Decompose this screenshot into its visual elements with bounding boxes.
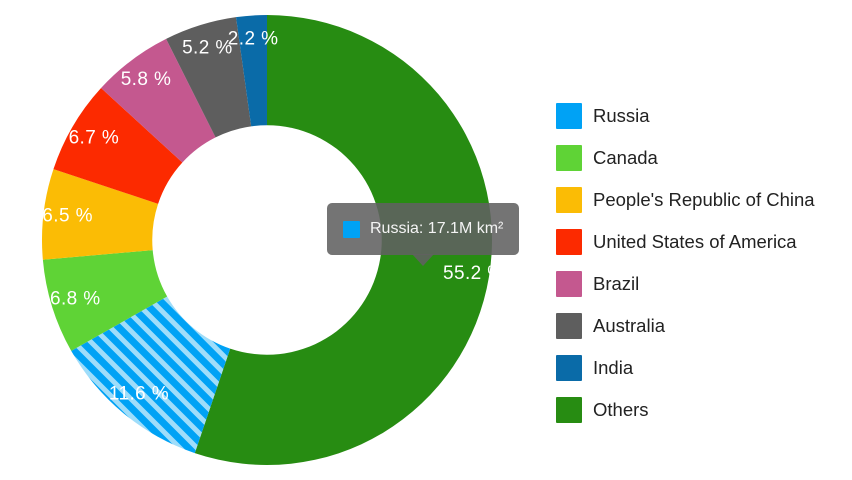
legend-item-label: Others [593,398,649,420]
legend-item-label: United States of America [593,230,797,252]
donut-slice[interactable] [42,169,159,260]
legend-item[interactable]: Brazil [556,263,846,305]
legend-item[interactable]: Canada [556,137,846,179]
legend-swatch-icon [556,229,582,255]
legend-item[interactable]: United States of America [556,221,846,263]
legend-item[interactable]: Others [556,389,846,431]
legend-item-label: Canada [593,146,658,168]
donut-slice[interactable] [101,38,216,163]
legend-swatch-icon [556,355,582,381]
donut-slice-label: 5.8 % [121,69,172,90]
legend-item-label: Brazil [593,272,640,294]
donut-slice[interactable] [166,17,252,138]
donut-slice[interactable] [53,88,183,204]
chart-tooltip: Russia: 17.1M km² [327,203,520,266]
donut-slice-label: 6.5 % [42,206,93,227]
donut-slice-label: 55.2 % [443,263,505,284]
legend-swatch-icon [556,397,582,423]
legend-swatch-icon [556,187,582,213]
legend-swatch-icon [556,145,582,171]
legend-item[interactable]: Australia [556,305,846,347]
donut-chart-plot-area: 55.2 % 11.6 % 6.8 % 6.5 % 6.7 % 5.8 % 5.2 % 2.2… [42,15,504,465]
tooltip-caret [412,254,435,266]
legend-item[interactable]: People's Republic of China [556,179,846,221]
legend-item[interactable]: India [556,347,846,389]
legend-item[interactable]: Russia [556,95,846,137]
donut-slice-label: 6.7 % [69,127,120,148]
donut-slice[interactable] [194,15,493,465]
legend-swatch-icon [556,271,582,297]
donut-svg: 55.2 % 11.6 % 6.8 % 6.5 % 6.7 % 5.8 % 5.2 %2.2… [42,15,504,465]
donut-slice[interactable] [42,250,168,351]
donut-slice-label: 5.2 % [182,37,233,58]
legend-item-label: Australia [593,314,665,336]
legend-swatch-icon [556,313,582,339]
legend-item-label: Russia [593,104,650,126]
donut-slice-labels-group: 55.2 % 11.6 % 6.8 % 6.5 % 6.7 % 5.8 % 5.2 %2.2… [42,29,504,405]
legend-item-label: People's Republic of China [593,188,815,210]
tooltip-text: Russia: 17.1M km² [370,220,504,237]
tooltip-series-swatch [343,220,360,238]
legend-swatch-icon [556,103,582,129]
chart-legend: Russia Canada People's Republic of China Un… [556,95,846,431]
donut-slice[interactable] [71,296,231,454]
donut-slice-label: 6.8 % [50,289,101,310]
donut-slice-label: 2.2 % [228,29,279,50]
donut-slices-group [42,15,493,465]
donut-slice-label: 11.6 % [109,384,169,405]
legend-item-label: India [593,356,634,378]
donut-slice[interactable] [235,15,267,127]
